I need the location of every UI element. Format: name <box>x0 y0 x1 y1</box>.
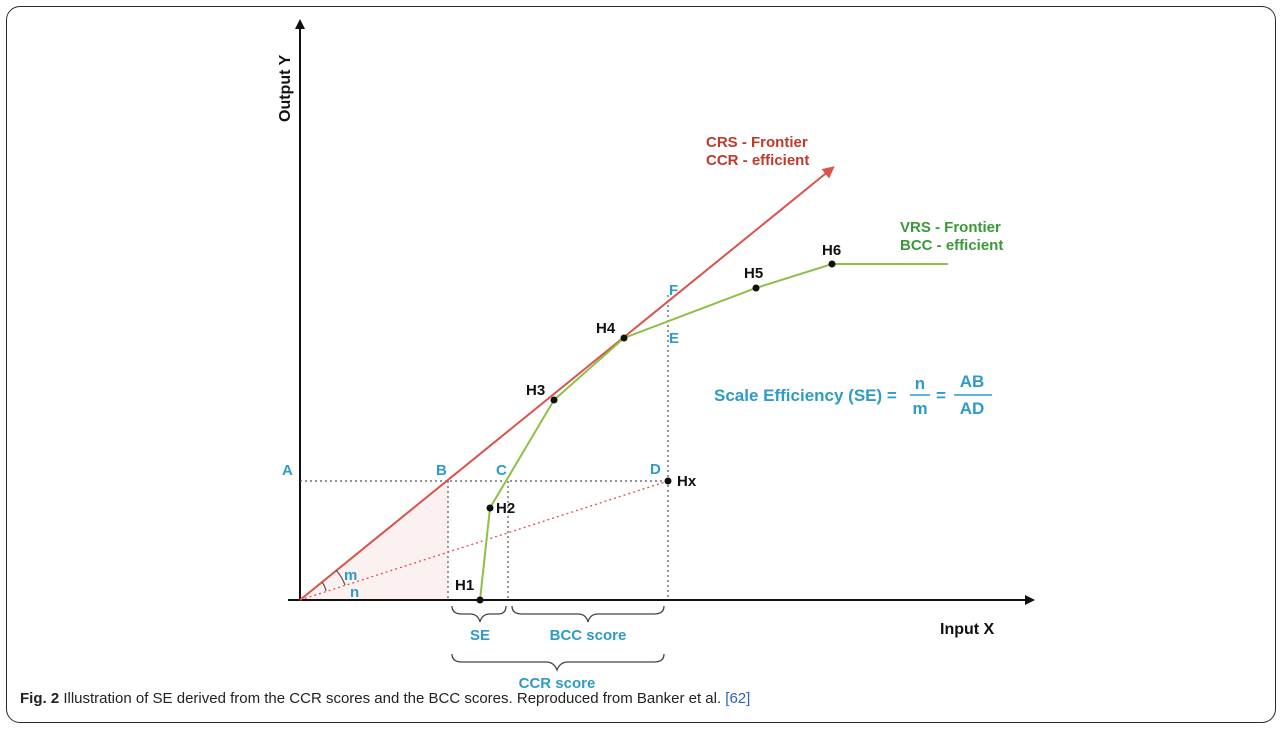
h1-point <box>476 596 484 604</box>
letter-n: n <box>350 584 359 601</box>
vrs-frontier-line <box>479 263 948 601</box>
formula-den2: AD <box>960 399 985 418</box>
letter-a: A <box>282 462 293 479</box>
angle-n-arc <box>321 581 327 592</box>
letter-e: E <box>669 330 679 347</box>
h5-point <box>752 284 760 292</box>
caption-text: Illustration of SE derived from the CCR … <box>59 690 726 707</box>
angle-m-arc <box>335 569 346 586</box>
h2-label: H2 <box>496 500 515 517</box>
x-axis-label: Input X <box>940 621 995 638</box>
h3-label: H3 <box>526 382 545 399</box>
figure-frame <box>6 6 1276 723</box>
ccr-brace-label: CCR score <box>519 675 596 692</box>
letter-d: D <box>650 461 661 478</box>
y-axis-label: Output Y <box>277 54 294 122</box>
se-brace <box>451 605 507 623</box>
caption-reference-link[interactable]: [62] <box>725 690 751 707</box>
formula-prefix: Scale Efficiency (SE) = <box>714 386 897 405</box>
crs-frontier-line <box>299 166 835 601</box>
h4-label: H4 <box>596 320 616 337</box>
se-brace-label: SE <box>470 627 490 644</box>
formula-num1: n <box>915 374 925 393</box>
h4-point <box>620 334 628 342</box>
h6-label: H6 <box>822 242 841 259</box>
h3-point <box>550 396 558 404</box>
bcc-efficient-label: BCC - efficient <box>900 237 1003 254</box>
bcc-brace-label: BCC score <box>550 627 627 644</box>
letter-f: F <box>669 282 678 299</box>
crs-frontier-label: CRS - Frontier <box>706 134 808 151</box>
bcc-brace <box>511 605 665 623</box>
letter-c: C <box>496 462 507 479</box>
hx-label: Hx <box>677 473 697 490</box>
letter-b: B <box>436 462 447 479</box>
ccr-brace <box>451 653 665 672</box>
hx-point <box>664 477 672 485</box>
letter-m: m <box>344 567 357 584</box>
vrs-frontier-label: VRS - Frontier <box>900 219 1001 236</box>
h2-point <box>486 504 494 512</box>
caption-fig-label: Fig. 2 <box>20 690 60 707</box>
figure-caption: Fig. 2 Illustration of SE derived from t… <box>20 690 1260 707</box>
ccr-efficient-label: CCR - efficient <box>706 152 809 169</box>
formula-num2: AB <box>960 372 985 391</box>
h6-point <box>828 260 836 268</box>
h1-label: H1 <box>455 577 474 594</box>
formula-eq: = <box>936 386 946 405</box>
formula-den1: m <box>912 399 927 418</box>
h5-label: H5 <box>744 265 763 282</box>
scale-efficiency-formula: Scale Efficiency (SE) = n m = AB AD <box>714 372 992 418</box>
